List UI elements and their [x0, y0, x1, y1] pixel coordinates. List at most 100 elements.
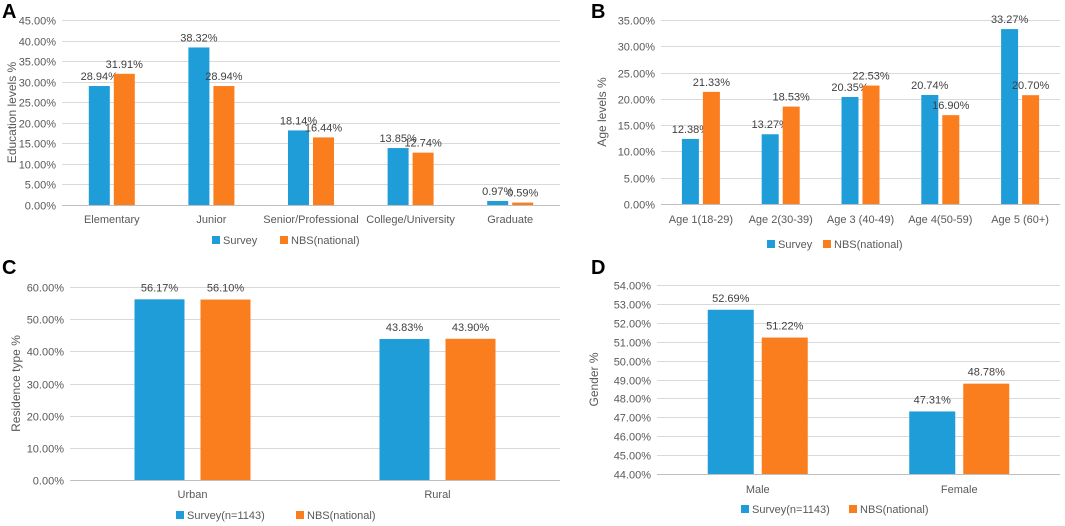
- category-label: Age 2(30-39): [749, 214, 813, 226]
- y-tick-label: 25.00%: [618, 69, 656, 81]
- y-tick-label: 35.00%: [618, 16, 656, 28]
- bar-nbs: [412, 152, 434, 205]
- bar-nbs: [213, 86, 235, 205]
- y-tick-label: 54.00%: [614, 281, 652, 293]
- bar-survey: [707, 309, 754, 474]
- data-label: 18.14%: [280, 115, 318, 127]
- category-label: Rural: [424, 489, 450, 501]
- data-label: 21.33%: [693, 77, 731, 89]
- panel-b: B 0.00% 5.00% 10.00% 15.00% 20.00% 25.00% 30.0…: [591, 1, 1060, 251]
- data-label: 28.94%: [81, 71, 119, 83]
- y-tick-label: 0.00%: [33, 476, 64, 488]
- y-tick-label: 10.00%: [618, 147, 656, 159]
- category-label: Elementary: [84, 214, 140, 226]
- bar-nbs: [761, 337, 808, 474]
- bar-nbs: [200, 299, 251, 480]
- panel-d-letter: D: [591, 257, 605, 279]
- panel-c-letter: C: [2, 257, 16, 279]
- y-tick-label: 15.00%: [618, 121, 656, 133]
- y-tick-label: 40.00%: [27, 347, 65, 359]
- y-tick-label: 50.00%: [27, 315, 65, 327]
- y-axis-title: Residence type %: [9, 335, 23, 432]
- y-tick-label: 47.00%: [614, 413, 652, 425]
- data-label: 16.90%: [932, 100, 970, 112]
- bar-nbs: [113, 73, 135, 205]
- legend-label: NBS(national): [860, 504, 928, 516]
- y-tick-label: 51.00%: [614, 338, 652, 350]
- data-label: 33.27%: [991, 14, 1029, 26]
- y-tick-label: 20.00%: [27, 412, 65, 424]
- bar-survey: [487, 201, 509, 205]
- data-label: 13.27%: [752, 119, 790, 131]
- legend-label: NBS(national): [291, 235, 359, 247]
- panel-a: A 0.00% 5.00% 10.00% 15.00% 20.00% 25.00% 30.0…: [2, 1, 560, 247]
- data-label: 52.69%: [712, 293, 750, 305]
- bar-nbs: [782, 106, 800, 204]
- y-tick-label: 45.00%: [19, 16, 57, 28]
- panel-a-letter: A: [2, 1, 16, 23]
- bar-survey: [681, 138, 699, 204]
- bar-nbs: [702, 91, 720, 204]
- bar-survey: [761, 134, 779, 204]
- y-tick-label: 5.00%: [624, 174, 655, 186]
- data-label: 38.32%: [180, 32, 218, 44]
- bar-survey: [387, 148, 409, 205]
- bar-survey: [188, 47, 210, 206]
- y-tick-label: 46.00%: [614, 432, 652, 444]
- data-label: 56.10%: [207, 283, 245, 295]
- category-label: Urban: [178, 489, 208, 501]
- panel-c: C 0.00% 10.00% 20.00% 30.00% 40.00% 50.00% 60.…: [2, 257, 560, 522]
- bar-nbs: [1022, 95, 1040, 204]
- y-tick-label: 49.00%: [614, 376, 652, 388]
- legend-swatch: [212, 236, 220, 244]
- panel-b-letter: B: [591, 1, 605, 23]
- bar-nbs: [963, 383, 1010, 474]
- data-label: 43.83%: [386, 322, 424, 334]
- y-tick-label: 15.00%: [19, 139, 57, 151]
- data-label: 28.94%: [205, 71, 243, 83]
- category-label: Junior: [196, 214, 226, 226]
- legend-swatch: [767, 240, 775, 248]
- category-label: Age 1(18-29): [669, 214, 733, 226]
- y-tick-label: 50.00%: [614, 357, 652, 369]
- bar-survey: [379, 339, 430, 480]
- bar-survey: [1001, 29, 1019, 205]
- category-label: Age 3 (40-49): [827, 214, 894, 226]
- data-label: 0.59%: [507, 188, 538, 200]
- category-label: Age 4(50-59): [908, 214, 972, 226]
- y-tick-label: 10.00%: [19, 160, 57, 172]
- data-label: 56.17%: [141, 282, 179, 294]
- data-label: 20.70%: [1012, 80, 1050, 92]
- category-label: Senior/Professional: [263, 214, 358, 226]
- y-tick-label: 10.00%: [27, 444, 65, 456]
- legend-swatch: [823, 240, 831, 248]
- category-label: College/University: [366, 214, 455, 226]
- y-tick-label: 48.00%: [614, 394, 652, 406]
- bar-survey: [841, 97, 859, 204]
- legend-swatch: [176, 511, 184, 519]
- data-label: 20.74%: [911, 80, 949, 92]
- data-label: 12.74%: [404, 138, 442, 150]
- y-tick-label: 45.00%: [614, 451, 652, 463]
- category-label: Age 5 (60+): [991, 214, 1049, 226]
- y-tick-label: 20.00%: [19, 119, 57, 131]
- y-tick-label: 20.00%: [618, 95, 656, 107]
- legend-label: NBS(national): [307, 510, 375, 522]
- data-label: 22.53%: [852, 71, 890, 83]
- y-tick-label: 44.00%: [614, 470, 652, 482]
- data-label: 0.97%: [482, 186, 513, 198]
- bar-survey: [88, 86, 110, 205]
- legend-swatch: [741, 505, 749, 513]
- category-label: Male: [746, 484, 770, 496]
- bar-survey: [921, 94, 939, 204]
- legend-label: Survey(n=1143): [752, 504, 830, 516]
- data-label: 43.90%: [452, 322, 490, 334]
- data-label: 13.85%: [379, 133, 417, 145]
- legend-label: Survey: [223, 235, 258, 247]
- category-label: Graduate: [487, 214, 533, 226]
- y-tick-label: 5.00%: [25, 180, 56, 192]
- y-axis-title: Gender %: [587, 352, 601, 406]
- y-axis-title: Education levels %: [5, 61, 19, 163]
- legend-swatch: [280, 236, 288, 244]
- legend-label: NBS(national): [834, 239, 902, 251]
